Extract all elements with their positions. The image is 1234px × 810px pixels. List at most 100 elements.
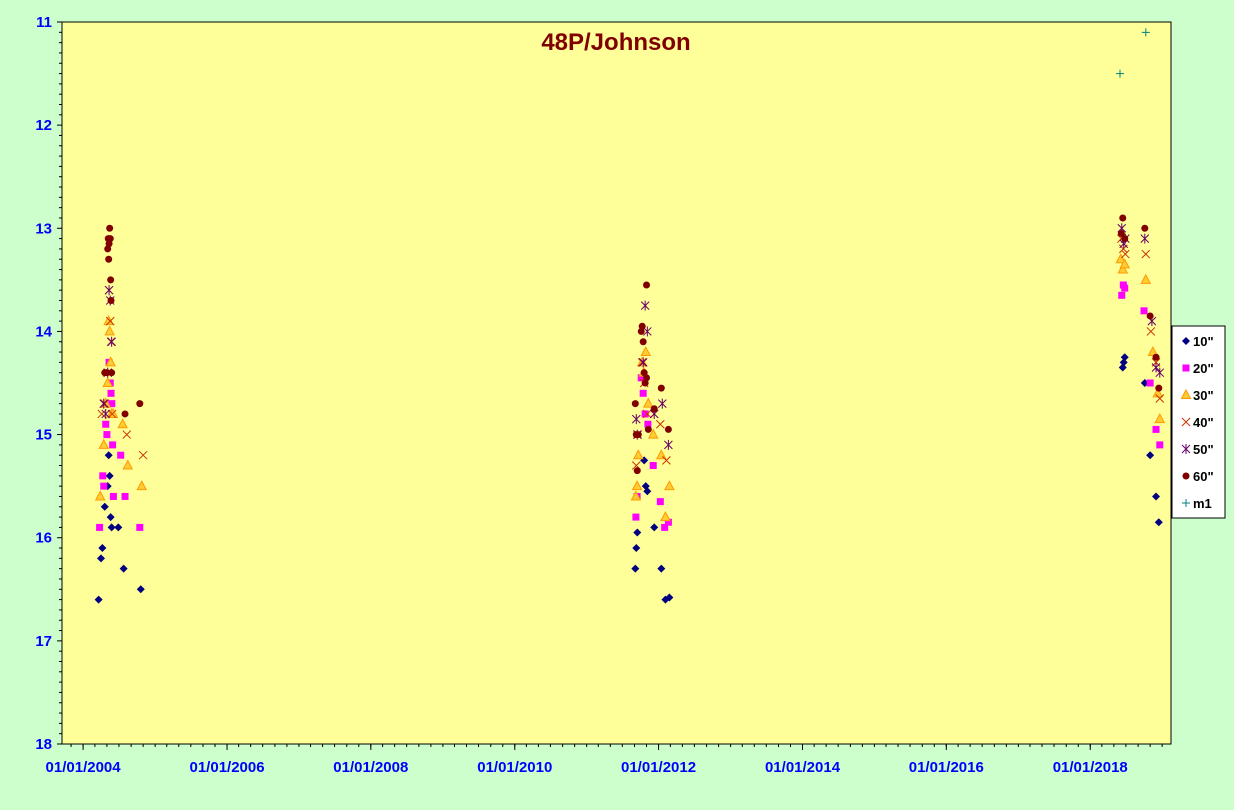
- data-point: [107, 336, 116, 347]
- data-point: [643, 374, 651, 382]
- data-point: [639, 389, 647, 397]
- legend-marker: [1181, 417, 1191, 427]
- data-point: [106, 224, 114, 232]
- y-tick-label: 18: [35, 736, 52, 753]
- data-point: [1151, 362, 1161, 373]
- data-point: [639, 338, 647, 346]
- data-point: [655, 449, 667, 460]
- data-point: [94, 490, 106, 501]
- data-point: [136, 480, 148, 491]
- x-tick-label: 01/01/2014: [765, 759, 841, 776]
- data-point: [649, 462, 657, 470]
- data-point: [637, 358, 647, 367]
- data-point: [107, 296, 115, 304]
- data-point: [119, 564, 128, 573]
- legend-marker: [1181, 444, 1191, 454]
- data-point: [642, 397, 654, 408]
- data-point: [121, 410, 129, 418]
- legend-marker: [1180, 388, 1192, 399]
- data-point: [103, 431, 111, 439]
- y-tick-label: 17: [35, 633, 52, 650]
- data-point: [641, 410, 649, 418]
- legend-label: 40": [1193, 415, 1214, 430]
- data-point: [632, 513, 640, 521]
- data-point: [102, 376, 114, 387]
- data-point: [638, 322, 646, 330]
- legend-box: [1171, 325, 1226, 519]
- x-tick-label: 01/01/2008: [333, 759, 408, 776]
- data-point: [100, 399, 110, 408]
- data-point: [106, 235, 114, 243]
- data-point: [632, 544, 641, 553]
- data-point: [136, 400, 144, 408]
- data-point: [100, 482, 108, 490]
- data-point: [99, 472, 107, 480]
- data-point: [631, 564, 640, 573]
- data-point: [1119, 214, 1127, 222]
- series-2: [94, 253, 1166, 522]
- series-5: [101, 214, 1163, 475]
- data-point: [98, 544, 107, 553]
- data-point: [1115, 69, 1124, 78]
- data-point: [643, 281, 651, 289]
- data-point: [117, 451, 125, 459]
- data-point: [1117, 229, 1125, 237]
- data-point: [660, 511, 671, 522]
- data-point: [664, 425, 672, 433]
- data-point: [1152, 425, 1160, 433]
- plot-area: [61, 21, 1172, 745]
- data-point: [656, 498, 664, 506]
- data-point: [632, 449, 644, 460]
- data-point: [100, 502, 109, 511]
- data-point: [630, 490, 642, 501]
- y-tick-label: 16: [35, 530, 52, 547]
- legend-label: 20": [1193, 361, 1214, 376]
- x-tick-label: 01/01/2012: [621, 759, 696, 776]
- data-point: [661, 523, 669, 531]
- series-6: [1115, 28, 1150, 78]
- data-point: [108, 400, 116, 408]
- data-point: [121, 492, 129, 500]
- data-point: [664, 480, 675, 491]
- data-point: [96, 523, 104, 531]
- data-point: [105, 356, 116, 367]
- y-tick-label: 11: [36, 14, 52, 31]
- data-point: [107, 523, 116, 532]
- data-point: [657, 384, 665, 392]
- legend-marker: [1182, 472, 1190, 480]
- legend-label: 30": [1193, 388, 1214, 403]
- data-point: [1141, 28, 1150, 37]
- legend-label: 60": [1193, 469, 1214, 484]
- data-points: [94, 28, 1166, 604]
- data-point: [1120, 353, 1129, 362]
- data-point: [631, 414, 641, 425]
- data-point: [633, 467, 641, 475]
- x-tick-label: 01/01/2016: [909, 759, 984, 776]
- series-0: [94, 353, 1163, 604]
- legend-marker: [1182, 499, 1190, 507]
- data-point: [1147, 345, 1159, 357]
- data-point: [107, 276, 115, 284]
- data-point: [1146, 379, 1154, 387]
- data-point: [136, 585, 145, 594]
- data-point: [114, 523, 123, 532]
- data-point: [1118, 291, 1126, 299]
- data-point: [1154, 413, 1166, 424]
- data-point: [109, 492, 117, 500]
- data-point: [1152, 353, 1160, 361]
- data-point: [96, 554, 105, 563]
- data-point: [1146, 327, 1156, 336]
- data-point: [642, 409, 652, 419]
- data-point: [644, 425, 652, 433]
- data-point: [665, 593, 674, 602]
- data-point: [94, 595, 103, 604]
- data-point: [1117, 263, 1129, 274]
- data-point: [640, 300, 650, 311]
- legend-label: m1: [1193, 496, 1212, 511]
- data-point: [631, 400, 639, 408]
- data-point: [1146, 451, 1155, 460]
- data-point: [1155, 394, 1165, 403]
- data-point: [97, 409, 107, 419]
- data-point: [1146, 312, 1154, 320]
- y-tick-label: 15: [35, 427, 52, 444]
